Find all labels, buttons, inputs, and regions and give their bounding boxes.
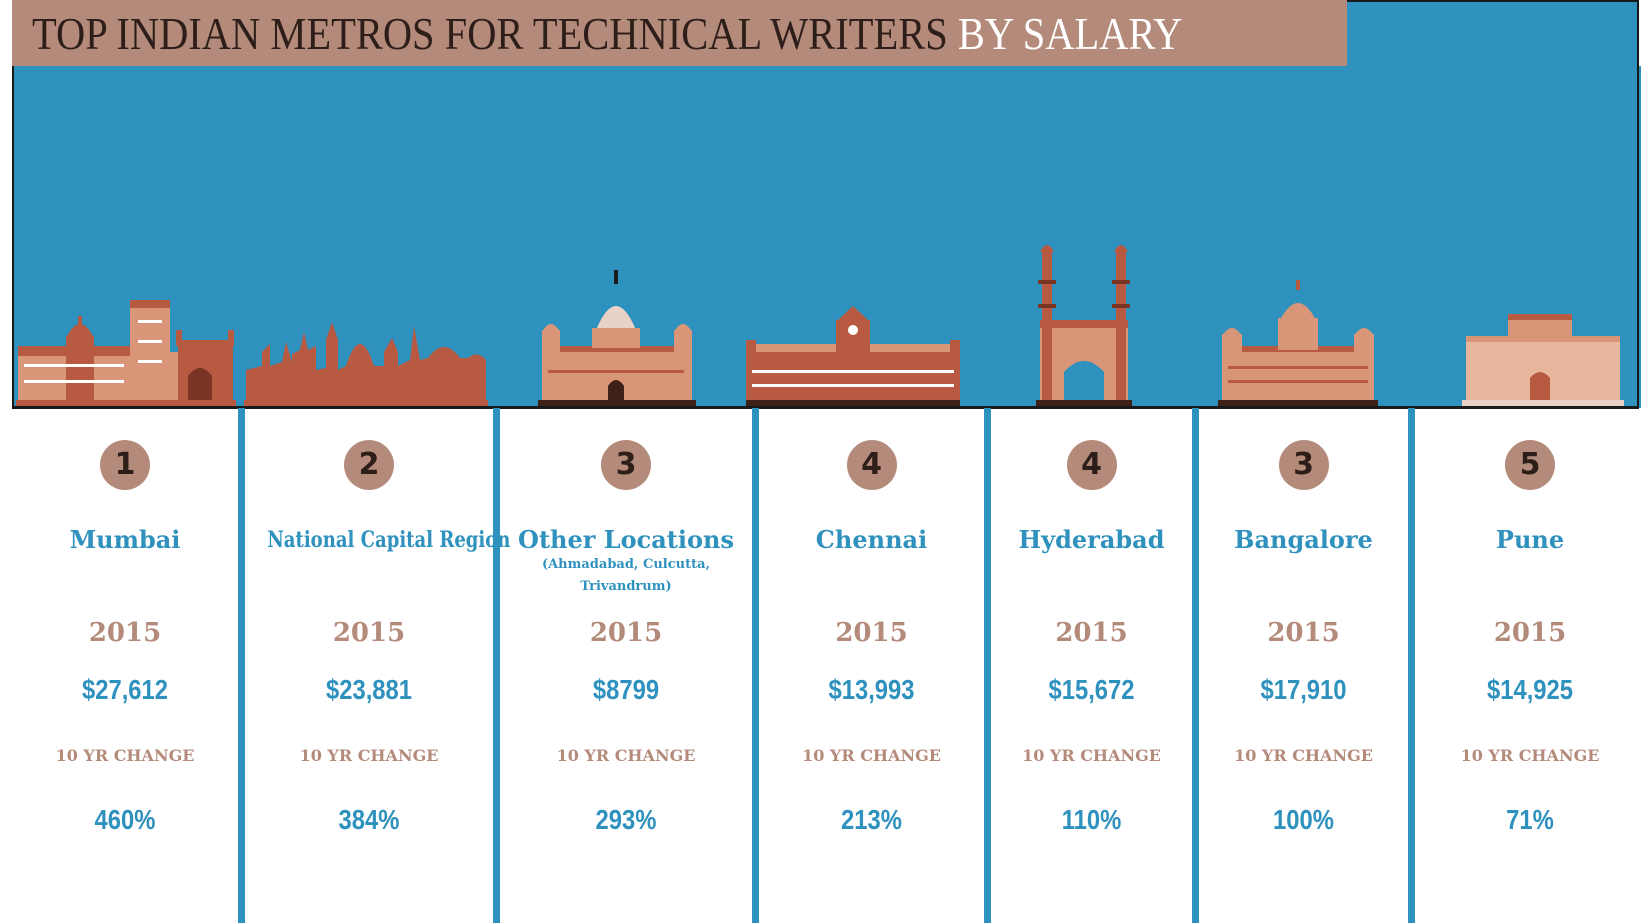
chennai-central-icon bbox=[746, 306, 960, 406]
change-value: 213% bbox=[841, 804, 902, 835]
sky-top-panel bbox=[1347, 0, 1639, 66]
change-label: 10 YR CHANGE bbox=[1460, 746, 1600, 765]
change-label: 10 YR CHANGE bbox=[1022, 746, 1161, 765]
charminar-icon bbox=[1036, 245, 1132, 406]
salary-value: $13,993 bbox=[828, 674, 915, 705]
salary-value: $14,925 bbox=[1486, 674, 1574, 705]
city-subtitle: (Ahmadabad, Culcutta, Trivandrum) bbox=[500, 554, 752, 598]
year-label: 2015 bbox=[332, 618, 406, 648]
title-accent: BY SALARY bbox=[957, 8, 1183, 59]
rank-badge: 1 bbox=[100, 440, 150, 490]
column-divider bbox=[1192, 408, 1199, 923]
change-label: 10 YR CHANGE bbox=[556, 746, 696, 765]
city-name: Pune bbox=[1495, 525, 1565, 554]
city-name: Mumbai bbox=[69, 525, 181, 554]
city-name: Other Locations bbox=[518, 525, 734, 554]
city-name: National Capital Region bbox=[267, 527, 511, 553]
city-subtitle-line-1: (Ahmadabad, Culcutta, bbox=[541, 557, 711, 572]
rank-badge: 3 bbox=[1278, 440, 1329, 490]
city-name: Chennai bbox=[815, 525, 928, 554]
ground-line bbox=[12, 406, 1639, 409]
rank-badge: 2 bbox=[344, 440, 394, 490]
shaniwar-wada-icon bbox=[1462, 314, 1624, 406]
city-column-mumbai: 1 Mumbai 2015 $27,612 10 YR CHANGE 460% bbox=[12, 408, 238, 923]
change-label: 10 YR CHANGE bbox=[55, 746, 195, 765]
year-label: 2015 bbox=[88, 618, 162, 648]
victoria-memorial-icon bbox=[538, 270, 696, 406]
change-value: 100% bbox=[1273, 804, 1334, 835]
title-bar: TOP INDIAN METROS FOR TECHNICAL WRITERS … bbox=[12, 0, 1347, 66]
change-value: 71% bbox=[1506, 804, 1554, 835]
change-label: 10 YR CHANGE bbox=[1234, 746, 1373, 765]
rank-badge: 4 bbox=[846, 440, 897, 490]
column-divider bbox=[493, 408, 500, 923]
city-name: Hyderabad bbox=[1018, 525, 1165, 554]
salary-value: $23,881 bbox=[325, 674, 413, 705]
page-title: TOP INDIAN METROS FOR TECHNICAL WRITERS … bbox=[32, 6, 1182, 62]
year-label: 2015 bbox=[589, 618, 663, 648]
city-subtitle-line-2: Trivandrum) bbox=[580, 579, 672, 594]
city-column-chennai: 4 Chennai 2015 $13,993 10 YR CHANGE 213% bbox=[759, 408, 984, 923]
change-value: 460% bbox=[94, 804, 156, 835]
column-divider bbox=[752, 408, 759, 923]
vidhana-soudha-icon bbox=[1218, 280, 1378, 406]
column-divider bbox=[1408, 408, 1415, 923]
year-label: 2015 bbox=[835, 618, 908, 648]
salary-value: $15,672 bbox=[1048, 674, 1135, 705]
change-value: 293% bbox=[595, 804, 657, 835]
delhi-skyline-icon bbox=[244, 322, 488, 406]
salary-value: $8799 bbox=[592, 674, 660, 705]
year-label: 2015 bbox=[1493, 618, 1567, 648]
change-value: 110% bbox=[1061, 804, 1122, 835]
mumbai-gateway-icon bbox=[16, 300, 236, 406]
column-divider bbox=[238, 408, 245, 923]
city-column-other-locations: 3 Other Locations (Ahmadabad, Culcutta, T… bbox=[500, 408, 752, 923]
change-label: 10 YR CHANGE bbox=[299, 746, 439, 765]
salary-value: $17,910 bbox=[1260, 674, 1347, 705]
column-divider bbox=[984, 408, 991, 923]
salary-value: $27,612 bbox=[81, 674, 169, 705]
rank-badge: 3 bbox=[601, 440, 651, 490]
change-value: 384% bbox=[338, 804, 400, 835]
year-label: 2015 bbox=[1055, 618, 1128, 648]
city-column-ncr: 2 National Capital Region 2015 $23,881 1… bbox=[245, 408, 511, 923]
city-column-hyderabad: 4 Hyderabad 2015 $15,672 10 YR CHANGE 11… bbox=[991, 408, 1192, 923]
title-main: TOP INDIAN METROS FOR TECHNICAL WRITERS bbox=[32, 8, 948, 59]
skyline bbox=[16, 245, 1624, 406]
rank-badge: 4 bbox=[1066, 440, 1117, 490]
year-label: 2015 bbox=[1267, 618, 1340, 648]
city-name: Bangalore bbox=[1234, 525, 1373, 554]
rank-badge: 5 bbox=[1505, 440, 1555, 490]
change-label: 10 YR CHANGE bbox=[802, 746, 941, 765]
sky-border-right bbox=[1637, 66, 1639, 408]
city-column-pune: 5 Pune 2015 $14,925 10 YR CHANGE 71% bbox=[1415, 408, 1645, 923]
city-column-bangalore: 3 Bangalore 2015 $17,910 10 YR CHANGE 10… bbox=[1199, 408, 1408, 923]
